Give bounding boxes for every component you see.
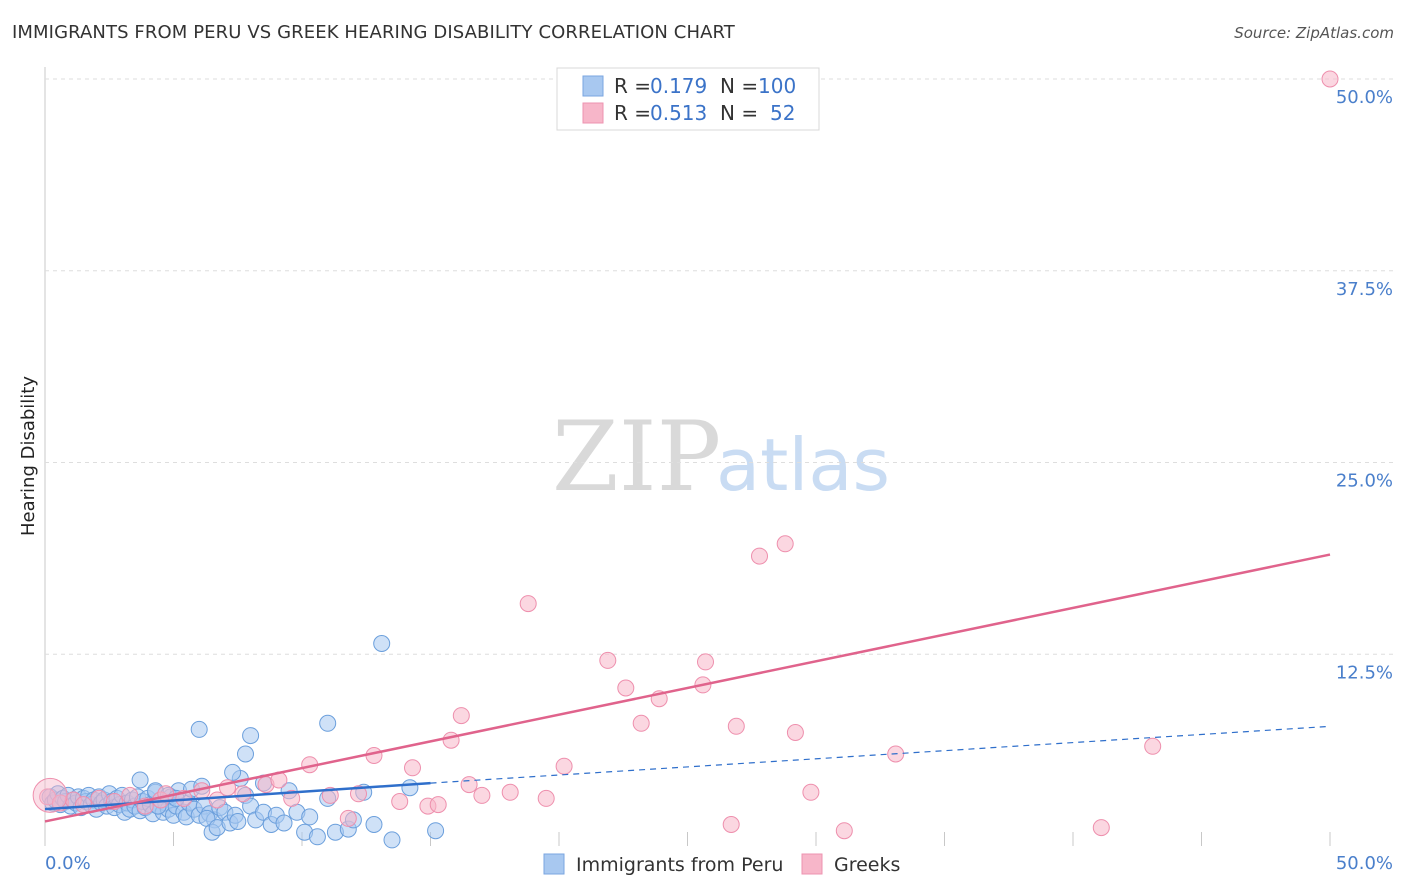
point-greeks <box>473 786 491 804</box>
point-greeks <box>802 783 820 801</box>
point-greeks <box>786 724 804 741</box>
point-greeks <box>501 783 519 801</box>
legend-n-value-peru: 100 <box>758 74 796 98</box>
point-greeks <box>617 679 635 697</box>
point-peru <box>383 831 401 849</box>
point-greeks <box>697 653 714 671</box>
point-peru <box>308 828 326 846</box>
point-peru <box>373 635 391 652</box>
legend-swatch-greeks <box>582 102 604 124</box>
point-greeks <box>519 595 537 613</box>
point-greeks <box>727 717 745 735</box>
point-greeks <box>1321 70 1339 88</box>
legend-bottom: Immigrants from Peru Greeks <box>543 853 900 876</box>
point-greeks <box>350 785 367 803</box>
y-tick-label: 37.5% <box>1336 279 1393 300</box>
point-greeks <box>1092 819 1110 837</box>
point-peru <box>229 813 247 830</box>
trend-line-peru-solid <box>44 781 431 811</box>
point-peru <box>275 814 293 832</box>
x-tick-label-max: 50.0% <box>1336 853 1393 874</box>
legend-top: R = 0.179 N = 100 R = 0.513 N = 52 <box>556 67 820 131</box>
point-greeks <box>632 714 650 732</box>
point-peru <box>365 816 383 833</box>
chart-title: IMMIGRANTS FROM PERU VS GREEK HEARING DI… <box>12 22 735 43</box>
legend-r-value-peru: 0.179 <box>650 74 707 98</box>
point-peru <box>427 822 445 840</box>
legend-n-value-greeks: 52 <box>770 101 795 125</box>
point-greeks <box>751 547 768 565</box>
point-greeks <box>404 759 421 777</box>
legend-n-label-peru: N = <box>720 74 758 98</box>
bottom-legend-swatch-peru <box>543 853 565 875</box>
point-greeks <box>1144 737 1162 755</box>
point-peru <box>242 727 260 745</box>
point-greeks <box>75 796 92 814</box>
point-peru <box>237 745 254 763</box>
point-peru <box>319 714 337 732</box>
point-peru <box>190 720 208 738</box>
point-greeks <box>208 791 226 809</box>
point-peru <box>224 763 242 781</box>
y-tick-label: 25.0% <box>1336 471 1393 492</box>
series-peru-points <box>41 635 445 849</box>
point-greeks <box>722 816 740 833</box>
point-greeks <box>442 731 460 749</box>
point-greeks <box>339 809 357 827</box>
watermark-zip: ZIP <box>552 401 721 513</box>
x-ticks <box>173 832 1331 846</box>
watermark-atlas: atlas <box>716 423 890 507</box>
bottom-legend-label-peru: Immigrants from Peru <box>576 854 783 876</box>
x-tick-label-min: 0.0% <box>45 853 91 874</box>
y-tick-label: 12.5% <box>1336 662 1393 683</box>
legend-r-value-greeks: 0.513 <box>650 101 707 125</box>
point-greeks <box>452 707 470 725</box>
point-greeks-cluster <box>32 777 68 813</box>
legend-r-label-peru: R = <box>614 74 651 98</box>
legend-swatch-peru <box>582 75 604 97</box>
point-greeks <box>776 535 794 553</box>
point-peru <box>401 779 419 797</box>
trend-line-peru-dashed <box>430 725 1331 784</box>
bottom-legend-swatch-greeks <box>801 853 823 875</box>
y-tick-label: 50.0% <box>1336 87 1393 108</box>
y-axis-title: Hearing Disability <box>18 376 39 536</box>
point-greeks <box>391 793 409 810</box>
point-greeks <box>835 822 853 840</box>
point-greeks <box>599 651 617 669</box>
gridlines <box>45 78 1393 655</box>
point-greeks <box>429 796 447 814</box>
point-greeks <box>234 785 252 803</box>
point-greeks <box>537 789 555 807</box>
bottom-legend-label-greeks: Greeks <box>834 854 900 876</box>
point-greeks <box>283 789 301 807</box>
legend-r-label-greeks: R = <box>614 101 651 125</box>
point-peru <box>131 771 149 789</box>
point-greeks <box>555 757 573 775</box>
point-greeks <box>121 786 139 804</box>
trend-lines <box>44 553 1331 823</box>
source-label: Source: ZipAtlas.com <box>1234 24 1394 42</box>
point-greeks <box>460 776 478 794</box>
legend-n-label-greeks: N = <box>720 101 758 125</box>
trend-line-greeks <box>44 553 1331 823</box>
point-peru <box>301 808 319 826</box>
